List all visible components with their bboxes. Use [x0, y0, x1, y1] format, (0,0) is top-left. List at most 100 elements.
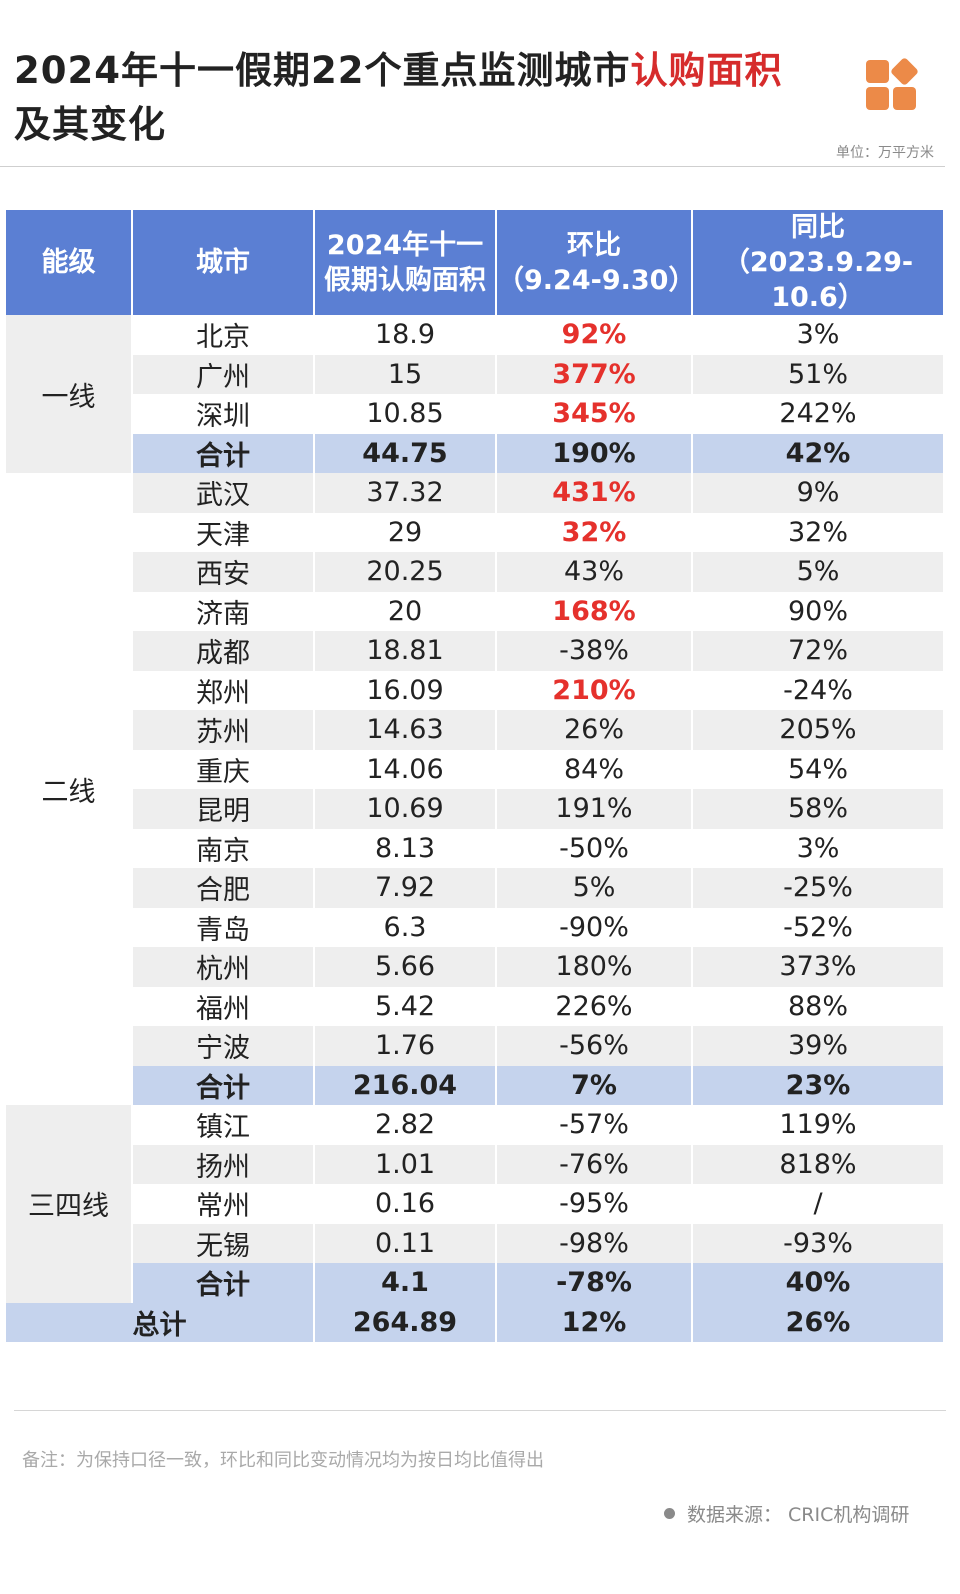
brand-logo-icon [866, 56, 922, 112]
yoy-cell: 58% [692, 789, 943, 829]
subtotal-yoy: 40% [692, 1263, 943, 1303]
area-cell: 0.11 [314, 1223, 497, 1263]
footnote: 备注：为保持口径一致，环比和同比变动情况均为按日均比值得出 [22, 1450, 544, 1471]
area-cell: 7.92 [314, 868, 497, 908]
total-mom: 12% [496, 1302, 693, 1342]
data-table: 能级 城市 2024年十一 假期认购面积 环比 （9.24-9.30） 同比 （2023.9.… [6, 210, 943, 1342]
table-row: 天津 29 32% 32% [6, 512, 943, 552]
mom-cell: -98% [496, 1223, 693, 1263]
table-row: 西安 20.25 43% 5% [6, 552, 943, 592]
area-cell: 10.69 [314, 789, 497, 829]
area-cell: 20 [314, 591, 497, 631]
yoy-cell: 3% [692, 315, 943, 355]
mom-cell: 92% [496, 315, 693, 355]
mom-cell: -38% [496, 631, 693, 671]
city-cell: 宁波 [132, 1026, 315, 1066]
tier-label: 二线 [6, 473, 133, 1105]
area-cell: 15 [314, 354, 497, 394]
subtotal-area: 44.75 [314, 433, 497, 473]
yoy-cell: -25% [692, 868, 943, 908]
table-row: 广州 15 377% 51% [6, 354, 943, 394]
area-cell: 6.3 [314, 907, 497, 947]
subtotal-label: 合计 [132, 1065, 315, 1105]
unit-label: 单位：万平方米 [836, 145, 934, 161]
table-row: 昆明 10.69 191% 58% [6, 789, 943, 829]
mom-cell: 180% [496, 947, 693, 987]
city-cell: 杭州 [132, 947, 315, 987]
column-header: 2024年十一 假期认购面积 [314, 210, 497, 315]
subtotal-mom: 7% [496, 1065, 693, 1105]
subtotal-row: 合计 216.04 7% 23% [6, 1065, 943, 1105]
city-cell: 扬州 [132, 1144, 315, 1184]
mom-cell: 32% [496, 512, 693, 552]
column-header: 能级 [6, 210, 133, 315]
yoy-cell: / [692, 1184, 943, 1224]
page-title: 2024年十一假期22个重点监测城市认购面积 及其变化 [14, 44, 782, 152]
table-row: 青岛 6.3 -90% -52% [6, 907, 943, 947]
city-cell: 常州 [132, 1184, 315, 1224]
table-row: 深圳 10.85 345% 242% [6, 394, 943, 434]
yoy-cell: 9% [692, 473, 943, 513]
table-row: 扬州 1.01 -76% 818% [6, 1144, 943, 1184]
mom-cell: 5% [496, 868, 693, 908]
city-cell: 北京 [132, 315, 315, 355]
mom-cell: -90% [496, 907, 693, 947]
bullet-dot-icon [664, 1508, 675, 1519]
column-header: 城市 [132, 210, 315, 315]
yoy-cell: -93% [692, 1223, 943, 1263]
data-source: 数据来源： CRIC机构调研 [664, 1500, 909, 1527]
mom-cell: 84% [496, 749, 693, 789]
area-cell: 1.76 [314, 1026, 497, 1066]
yoy-cell: 3% [692, 828, 943, 868]
area-cell: 2.82 [314, 1105, 497, 1145]
mom-cell: -95% [496, 1184, 693, 1224]
table-row: 合肥 7.92 5% -25% [6, 868, 943, 908]
mom-cell: 26% [496, 710, 693, 750]
subtotal-row: 合计 44.75 190% 42% [6, 433, 943, 473]
title-line1: 2024年十一假期22个重点监测城市 [14, 49, 631, 92]
city-cell: 西安 [132, 552, 315, 592]
city-cell: 深圳 [132, 394, 315, 434]
table-row: 郑州 16.09 210% -24% [6, 670, 943, 710]
table-row: 宁波 1.76 -56% 39% [6, 1026, 943, 1066]
yoy-cell: 205% [692, 710, 943, 750]
mom-cell: 43% [496, 552, 693, 592]
table-row: 重庆 14.06 84% 54% [6, 749, 943, 789]
city-cell: 青岛 [132, 907, 315, 947]
table-row: 南京 8.13 -50% 3% [6, 828, 943, 868]
city-cell: 福州 [132, 986, 315, 1026]
yoy-cell: 54% [692, 749, 943, 789]
yoy-cell: 5% [692, 552, 943, 592]
table-row: 福州 5.42 226% 88% [6, 986, 943, 1026]
subtotal-row: 合计 4.1 -78% 40% [6, 1263, 943, 1303]
yoy-cell: 373% [692, 947, 943, 987]
area-cell: 5.42 [314, 986, 497, 1026]
city-cell: 镇江 [132, 1105, 315, 1145]
mom-cell: -76% [496, 1144, 693, 1184]
mom-cell: 345% [496, 394, 693, 434]
column-header: 环比 （9.24-9.30） [496, 210, 695, 315]
total-yoy: 26% [692, 1302, 943, 1342]
area-cell: 14.63 [314, 710, 497, 750]
table-row: 无锡 0.11 -98% -93% [6, 1223, 943, 1263]
subtotal-mom: 190% [496, 433, 693, 473]
mom-cell: -50% [496, 828, 693, 868]
city-cell: 郑州 [132, 670, 315, 710]
area-cell: 1.01 [314, 1144, 497, 1184]
mom-cell: -56% [496, 1026, 693, 1066]
subtotal-label: 合计 [132, 433, 315, 473]
total-label: 总计 [6, 1302, 315, 1342]
yoy-cell: -52% [692, 907, 943, 947]
area-cell: 18.81 [314, 631, 497, 671]
area-cell: 0.16 [314, 1184, 497, 1224]
area-cell: 29 [314, 512, 497, 552]
city-cell: 苏州 [132, 710, 315, 750]
mom-cell: 377% [496, 354, 693, 394]
area-cell: 18.9 [314, 315, 497, 355]
area-cell: 16.09 [314, 670, 497, 710]
table-row: 苏州 14.63 26% 205% [6, 710, 943, 750]
city-cell: 济南 [132, 591, 315, 631]
city-cell: 南京 [132, 828, 315, 868]
area-cell: 10.85 [314, 394, 497, 434]
city-cell: 昆明 [132, 789, 315, 829]
